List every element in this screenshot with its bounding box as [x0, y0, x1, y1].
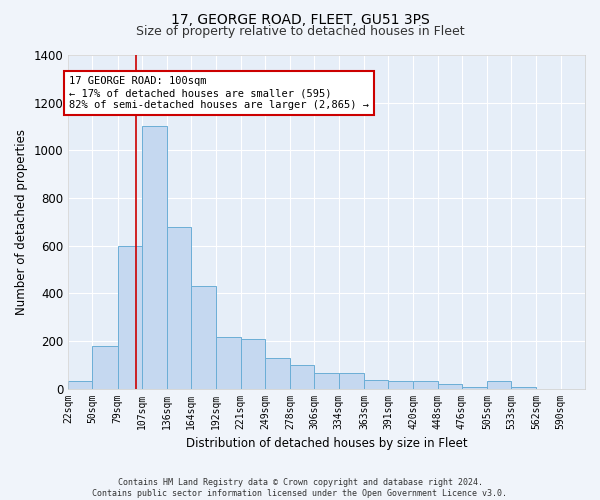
Bar	[437, 384, 462, 388]
Text: Contains HM Land Registry data © Crown copyright and database right 2024.
Contai: Contains HM Land Registry data © Crown c…	[92, 478, 508, 498]
Bar	[167, 226, 191, 388]
Bar	[413, 382, 437, 388]
X-axis label: Distribution of detached houses by size in Fleet: Distribution of detached houses by size …	[186, 437, 467, 450]
Y-axis label: Number of detached properties: Number of detached properties	[15, 129, 28, 315]
Bar	[191, 286, 215, 388]
Bar	[92, 346, 118, 389]
Bar	[118, 246, 142, 388]
Bar	[142, 126, 167, 388]
Bar	[241, 338, 265, 388]
Bar	[265, 358, 290, 388]
Bar	[314, 373, 339, 388]
Bar	[388, 382, 413, 388]
Bar	[215, 338, 241, 388]
Text: 17, GEORGE ROAD, FLEET, GU51 3PS: 17, GEORGE ROAD, FLEET, GU51 3PS	[170, 12, 430, 26]
Bar	[290, 364, 314, 388]
Bar	[68, 382, 92, 388]
Bar	[364, 380, 388, 388]
Text: Size of property relative to detached houses in Fleet: Size of property relative to detached ho…	[136, 25, 464, 38]
Bar	[339, 373, 364, 388]
Text: 17 GEORGE ROAD: 100sqm
← 17% of detached houses are smaller (595)
82% of semi-de: 17 GEORGE ROAD: 100sqm ← 17% of detached…	[69, 76, 369, 110]
Bar	[487, 382, 511, 388]
